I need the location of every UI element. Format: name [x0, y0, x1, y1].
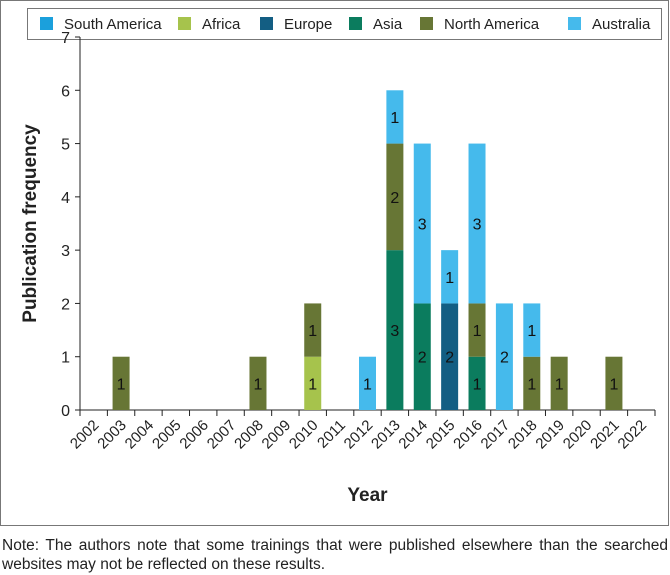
x-tick-label: 2014: [395, 417, 431, 453]
legend-label: Europe: [284, 16, 332, 33]
x-tick-label: 2013: [368, 417, 404, 453]
bar-segment-asia: [468, 356, 486, 410]
bar-segment-asia: [413, 303, 431, 410]
x-tick-label: 2005: [149, 417, 185, 453]
legend-swatch: [568, 17, 581, 30]
y-tick-label: 0: [61, 403, 70, 420]
x-tick-label: 2007: [204, 417, 240, 453]
legend-swatch: [420, 17, 433, 30]
figure-border: [0, 0, 669, 526]
y-tick-label: 3: [61, 243, 70, 260]
bar-segment-label: 1: [473, 376, 482, 393]
bar-segment-label: 2: [500, 350, 509, 367]
bar-segment-label: 1: [473, 323, 482, 340]
x-tick-label: 2015: [423, 417, 459, 453]
bar-segment-north-america: [468, 303, 486, 357]
x-tick-label: 2020: [560, 417, 596, 453]
bar-segment-north-america: [523, 356, 541, 410]
legend-label: North America: [444, 16, 540, 33]
bar-segment-north-america: [550, 356, 568, 410]
y-tick-label: 7: [61, 30, 70, 47]
bar-segment-north-america: [249, 356, 267, 410]
legend-label: Africa: [202, 16, 241, 33]
bar-segment-north-america: [386, 143, 404, 251]
legend-swatch: [260, 17, 273, 30]
legend-swatch: [349, 17, 362, 30]
bar-segment-africa: [304, 356, 322, 410]
x-tick-label: 2016: [450, 417, 486, 453]
figure-note: Note: The authors note that some trainin…: [2, 537, 668, 573]
bar-segment-label: 1: [308, 323, 317, 340]
x-axis-title: Year: [347, 485, 388, 506]
bar-segment-label: 1: [254, 376, 263, 393]
bar-segment-australia: [523, 303, 541, 357]
y-tick-label: 4: [61, 190, 70, 207]
x-tick-label: 2022: [615, 417, 651, 453]
x-tick-label: 2009: [259, 417, 295, 453]
x-tick-label: 2004: [122, 417, 158, 453]
x-tick-label: 2012: [341, 417, 377, 453]
bar-segment-label: 1: [555, 376, 564, 393]
bar-segment-label: 2: [445, 350, 454, 367]
bar-segment-label: 1: [527, 376, 536, 393]
x-tick-label: 2002: [67, 417, 103, 453]
x-tick-label: 2008: [231, 417, 267, 453]
bar-segment-label: 1: [308, 376, 317, 393]
bar-segment-australia: [468, 143, 486, 304]
bar-segment-australia: [413, 143, 431, 304]
y-tick-label: 5: [61, 137, 70, 154]
legend-swatch: [40, 17, 53, 30]
bar-segment-north-america: [304, 303, 322, 357]
bar-segment-australia: [359, 356, 376, 410]
bar-segment-label: 1: [609, 376, 618, 393]
x-tick-label: 2017: [478, 417, 514, 453]
bar-segment-north-america: [112, 356, 130, 410]
bar-segment-label: 1: [445, 270, 454, 287]
x-tick-label: 2018: [505, 417, 541, 453]
x-tick-label: 2010: [286, 417, 322, 453]
bar-segment-asia: [386, 250, 404, 410]
bar-segment-australia: [386, 90, 404, 144]
legend-label: Australia: [592, 16, 651, 33]
stacked-bar-chart: South America Africa Europe Asia North Ameri…: [0, 0, 669, 526]
x-tick-label: 2006: [176, 417, 212, 453]
bar-segment-label: 1: [390, 110, 399, 127]
bar-segment-label: 2: [390, 190, 399, 207]
y-tick-label: 6: [61, 83, 70, 100]
bar-segment-australia: [441, 250, 459, 304]
bar-segment-australia: [495, 303, 513, 410]
legend-swatch: [178, 17, 191, 30]
bar-segment-label: 1: [527, 323, 536, 340]
bar-segment-label: 3: [418, 217, 427, 234]
y-tick-label: 2: [61, 296, 70, 313]
bar-segment-label: 1: [117, 376, 126, 393]
x-tick-label: 2021: [587, 417, 623, 453]
legend-label: Asia: [373, 16, 403, 33]
bar-segment-label: 1: [363, 376, 372, 393]
bar-segment-label: 3: [390, 323, 399, 340]
bar-segment-north-america: [605, 356, 623, 410]
bar-segment-europe: [441, 303, 459, 410]
bar-segment-label: 3: [473, 217, 482, 234]
y-axis-title: Publication frequency: [20, 124, 41, 323]
x-tick-label: 2003: [94, 417, 130, 453]
legend-label: South America: [64, 16, 162, 33]
x-tick-label: 2011: [314, 417, 349, 452]
legend-box: [27, 8, 662, 40]
bar-segment-label: 2: [418, 350, 427, 367]
y-tick-label: 1: [61, 350, 70, 367]
x-tick-label: 2019: [532, 417, 568, 453]
